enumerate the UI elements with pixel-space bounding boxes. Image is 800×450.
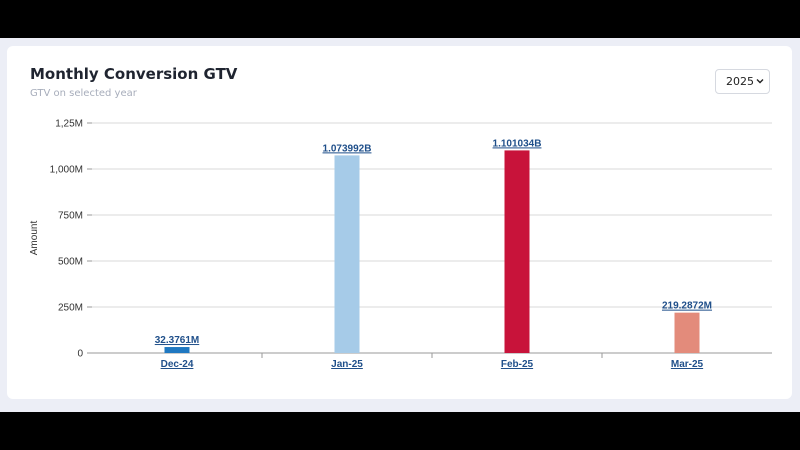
data-label: 1.073992B: [323, 143, 372, 154]
x-tick-label[interactable]: Dec-24: [161, 359, 194, 370]
bar-mar-25[interactable]: [674, 312, 700, 353]
bars: [164, 150, 700, 353]
y-tick-label: 500M: [58, 257, 83, 268]
y-axis-ticks: 0 250M 500M 750M 1,000M 1,25M: [50, 119, 84, 360]
chevron-down-icon: [756, 79, 764, 84]
chart-card: Monthly Conversion GTV GTV on selected y…: [7, 46, 792, 399]
page-background: Monthly Conversion GTV GTV on selected y…: [0, 38, 800, 412]
y-axis-label: Amount: [29, 221, 40, 256]
x-axis-ticks: Dec-24 Jan-25 Feb-25 Mar-25: [161, 353, 704, 370]
data-label: 32.3761M: [155, 335, 199, 346]
year-select[interactable]: 2025: [715, 69, 770, 94]
y-tick-label: 0: [77, 349, 83, 360]
data-label: 219.2872M: [662, 301, 712, 312]
y-tick-label: 1,000M: [50, 165, 83, 176]
bar-jan-25[interactable]: [334, 155, 360, 353]
grid-lines: [87, 122, 772, 354]
y-tick-label: 250M: [58, 303, 83, 314]
bar-feb-25[interactable]: [504, 150, 530, 353]
x-tick-label[interactable]: Mar-25: [671, 359, 704, 370]
x-tick-label[interactable]: Feb-25: [501, 359, 534, 370]
chart-subtitle: GTV on selected year: [30, 88, 137, 99]
y-tick-label: 750M: [58, 211, 83, 222]
x-tick-label[interactable]: Jan-25: [331, 359, 363, 370]
data-label: 1.101034B: [493, 138, 542, 149]
year-select-value: 2025: [726, 75, 754, 88]
y-tick-label: 1,25M: [55, 119, 83, 130]
chart-title: Monthly Conversion GTV: [30, 65, 238, 83]
bar-dec-24[interactable]: [164, 347, 190, 353]
bar-chart: 0 250M 500M 750M 1,000M 1,25M Amount 32.3761M…: [29, 119, 772, 370]
data-labels: 32.3761M 1.073992B 1.101034B 219.2872M: [155, 138, 712, 346]
